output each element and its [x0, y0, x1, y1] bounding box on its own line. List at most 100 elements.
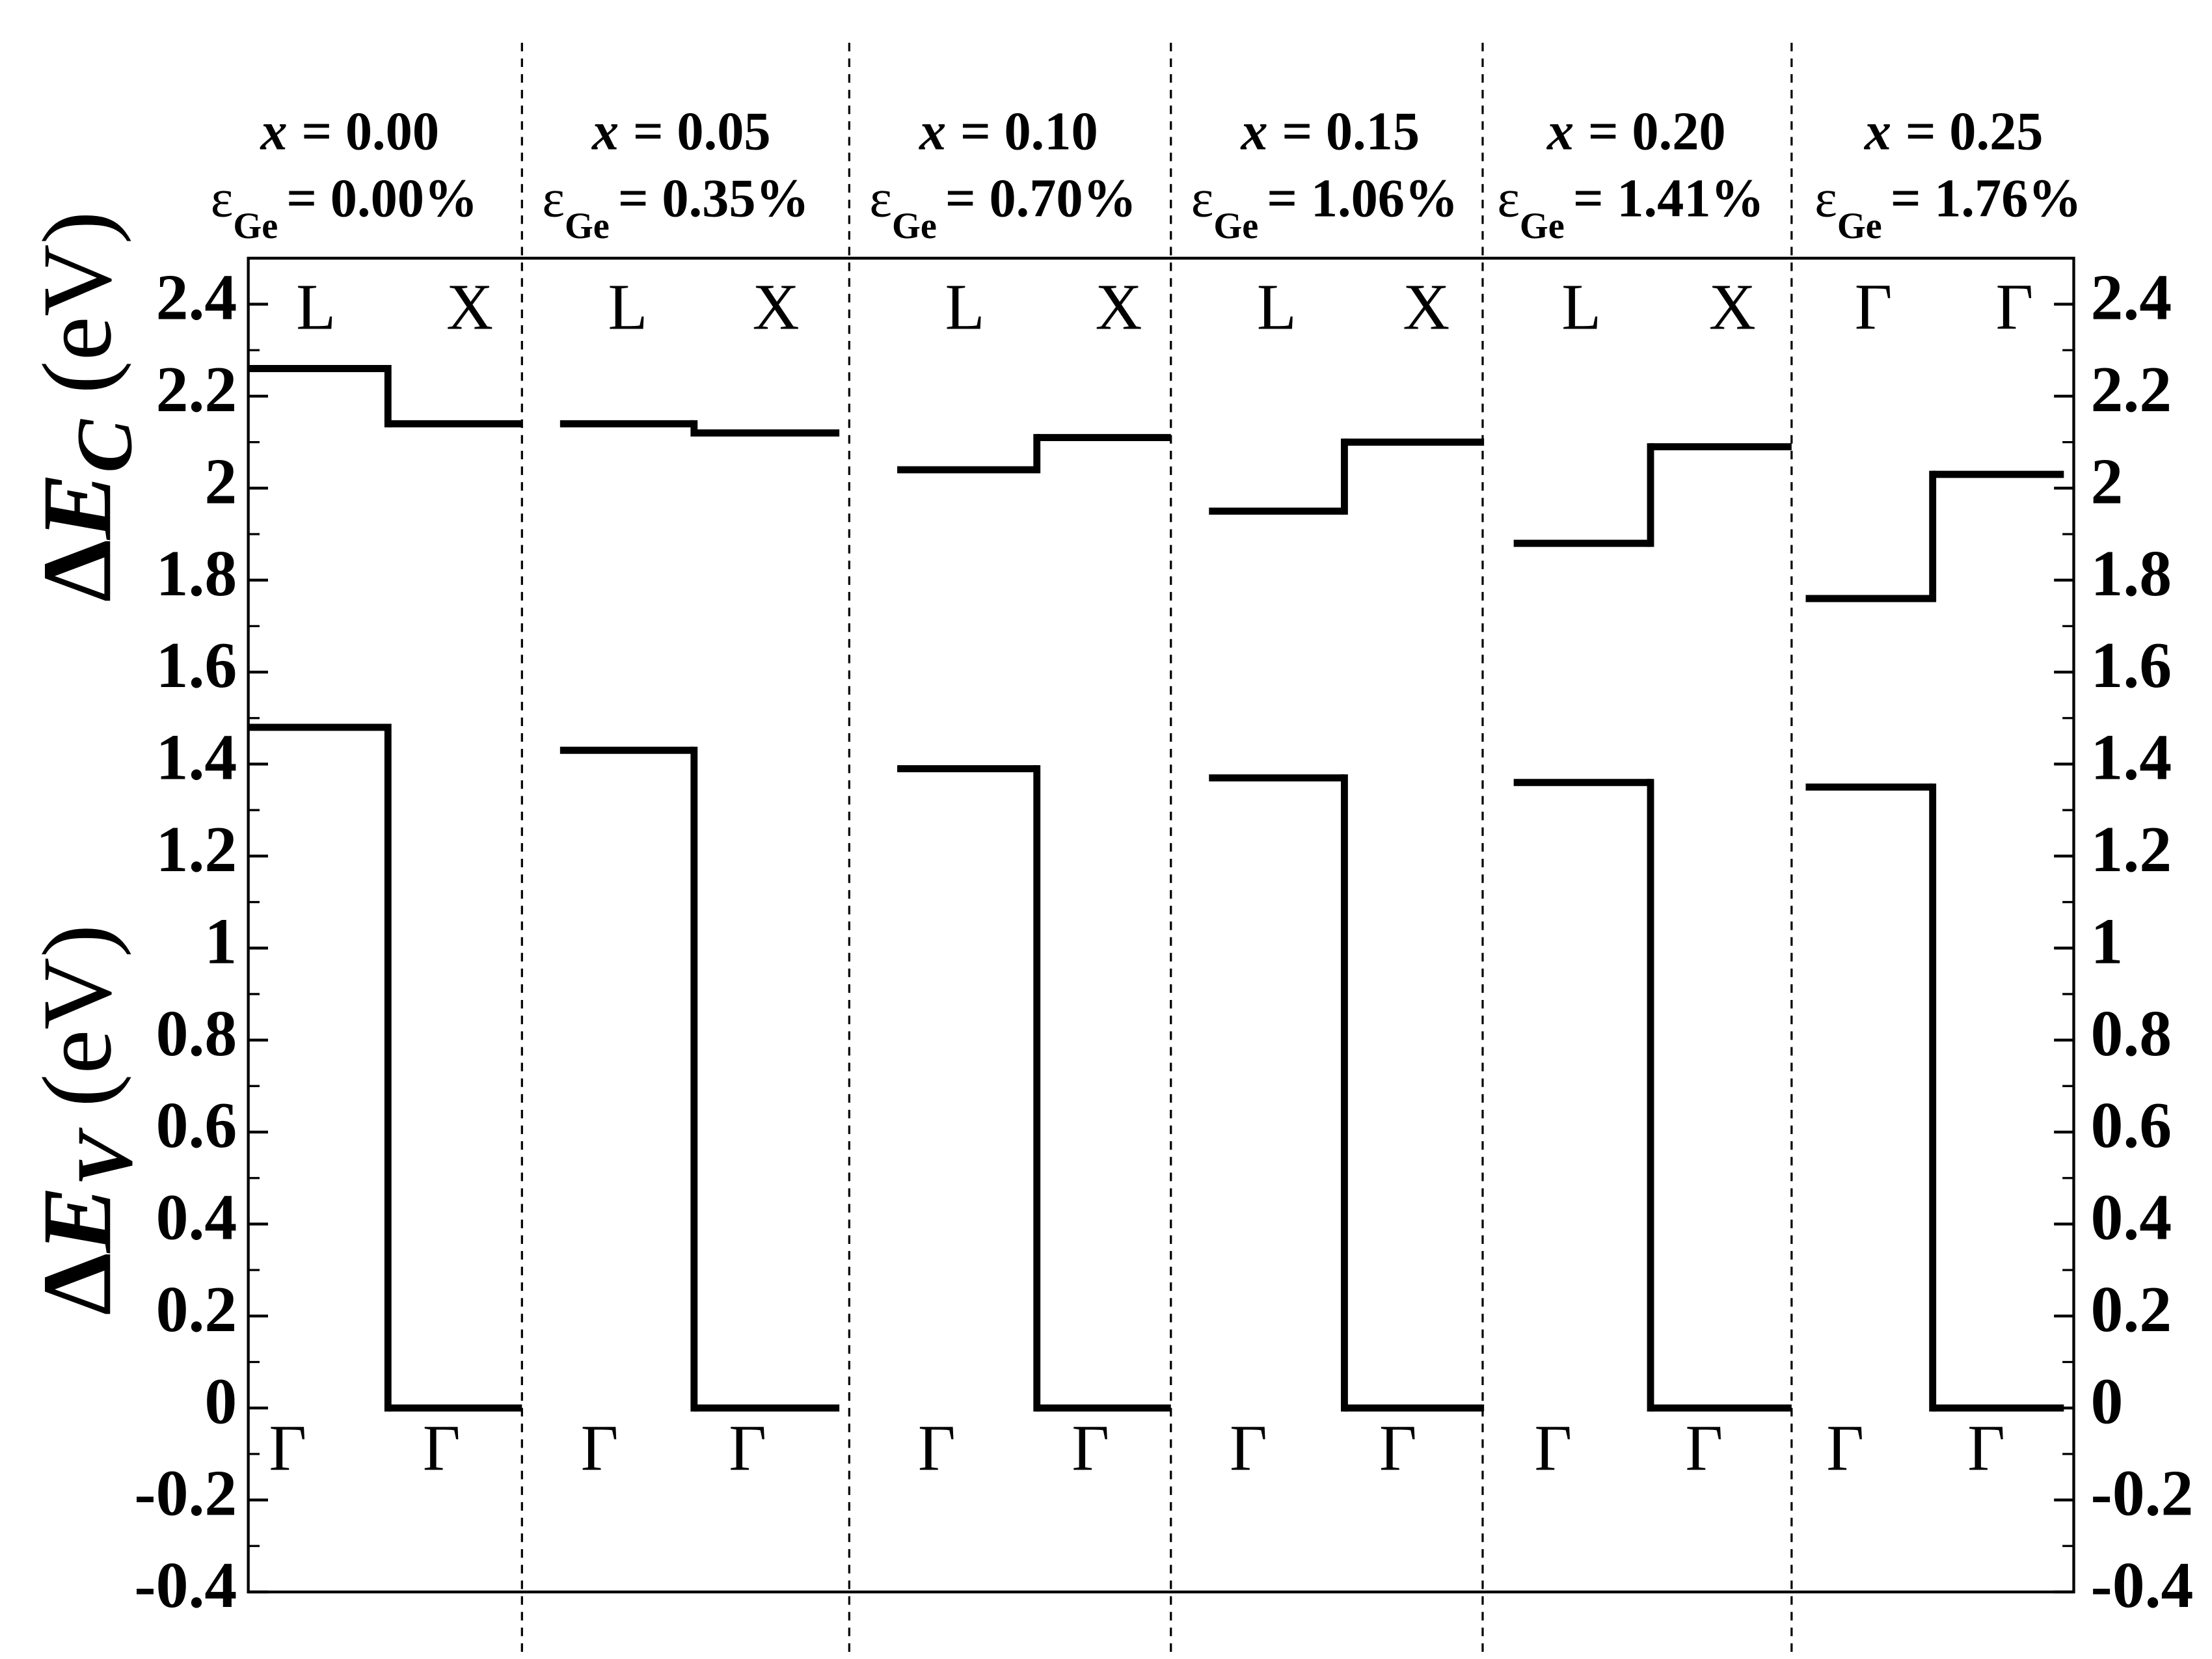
- y2-tick-label: 2: [2091, 445, 2124, 518]
- panel-title: x = 0.00: [259, 101, 439, 161]
- y-tick-label: 0.4: [156, 1181, 237, 1254]
- strain-symbol: ε: [1191, 168, 1214, 228]
- y-label-delta: Δ: [23, 539, 132, 602]
- valence-label: Γ: [918, 1412, 956, 1485]
- panel-variable: x: [259, 101, 287, 161]
- y2-tick-label: 0: [2091, 1365, 2124, 1438]
- valence-label: Γ: [581, 1412, 619, 1485]
- strain-subscript: Ge: [1213, 206, 1258, 247]
- panel-value: = 0.05: [633, 101, 771, 161]
- strain-value: = 1.06%: [1267, 168, 1458, 228]
- strain-subscript: Ge: [892, 206, 937, 247]
- panel-title: x = 0.25: [1863, 101, 2043, 161]
- plot-frame: [247, 256, 2075, 1594]
- y-tick-label: 2: [204, 445, 237, 518]
- strain-subscript: Ge: [565, 206, 610, 247]
- strain-subscript: Ge: [233, 206, 278, 247]
- y2-tick-label: 1.6: [2091, 629, 2172, 702]
- conduction-label: X: [1095, 271, 1142, 344]
- y2-tick-label: 1.8: [2091, 537, 2172, 610]
- panel-value: = 0.00: [301, 101, 439, 161]
- strain-symbol: ε: [542, 168, 565, 228]
- panel-title: x = 0.10: [918, 101, 1098, 161]
- panel-title: x = 0.05: [591, 101, 771, 161]
- conduction-label: L: [296, 271, 336, 344]
- y-axis-label: ΔEV (eV): [23, 924, 148, 1315]
- valence-label: Γ: [1967, 1412, 2005, 1485]
- strain-value: = 1.41%: [1573, 168, 1764, 228]
- strain-subscript: Ge: [1520, 206, 1565, 247]
- conduction-label: L: [1561, 271, 1601, 344]
- panel-value: = 0.20: [1588, 101, 1726, 161]
- strain-symbol: ε: [211, 168, 234, 228]
- y2-tick-label: 1.2: [2091, 813, 2172, 886]
- conduction-label: X: [753, 271, 800, 344]
- y-tick-label: 1.2: [156, 813, 237, 886]
- panel-title: x = 0.20: [1546, 101, 1726, 161]
- y-label-symbol: E: [23, 473, 132, 541]
- conduction-label: X: [1403, 271, 1450, 344]
- panel-value: = 0.25: [1906, 101, 2043, 161]
- conduction-label: Γ: [1855, 271, 1893, 344]
- valence-label: Γ: [269, 1412, 307, 1485]
- strain-symbol: ε: [1814, 168, 1837, 228]
- y2-tick-label: -0.4: [2091, 1549, 2194, 1622]
- valence-label: Γ: [1826, 1412, 1864, 1485]
- y2-tick-label: 0.8: [2091, 997, 2172, 1070]
- y2-tick-label: 2.4: [2091, 261, 2172, 334]
- panel-strain: εGe = 1.41%: [1497, 168, 1764, 247]
- valence-label: Γ: [729, 1412, 766, 1485]
- y-tick-label: -0.4: [134, 1549, 237, 1622]
- conduction-label: X: [446, 271, 493, 344]
- panel-strain: εGe = 0.35%: [542, 168, 809, 247]
- y-axis-label: ΔEC (eV): [23, 211, 148, 602]
- y-tick-label: 0.6: [156, 1089, 237, 1162]
- panel-strain: εGe = 0.00%: [211, 168, 478, 247]
- valence-label: Γ: [1072, 1412, 1109, 1485]
- strain-symbol: ε: [869, 168, 892, 228]
- strain-value: = 1.76%: [1891, 168, 2082, 228]
- y2-tick-label: 2.2: [2091, 353, 2172, 426]
- conduction-label: Γ: [1996, 271, 2034, 344]
- panel-strain: εGe = 1.76%: [1814, 168, 2082, 247]
- panel-value: = 0.15: [1282, 101, 1420, 161]
- panel-strain: εGe = 1.06%: [1191, 168, 1459, 247]
- y2-tick-label: 0.4: [2091, 1181, 2172, 1254]
- y-label-unit: (eV): [23, 924, 132, 1107]
- conduction-label: L: [1257, 271, 1297, 344]
- y2-tick-label: 1: [2091, 905, 2124, 978]
- y-label-subscript: C: [61, 418, 148, 472]
- conduction-label: L: [608, 271, 647, 344]
- y-tick-label: 2.2: [156, 353, 237, 426]
- conduction-label: L: [945, 271, 985, 344]
- y-tick-label: 1.4: [156, 721, 237, 794]
- y-tick-label: 2.4: [156, 261, 237, 334]
- valence-label: Γ: [1535, 1412, 1572, 1485]
- y2-tick-label: 0.2: [2091, 1273, 2172, 1345]
- y-tick-label: 0.8: [156, 997, 237, 1070]
- strain-symbol: ε: [1497, 168, 1520, 228]
- y2-tick-label: 0.6: [2091, 1089, 2172, 1162]
- panel-value: = 0.10: [960, 101, 1098, 161]
- valence-label: Γ: [1230, 1412, 1267, 1485]
- panel-title: x = 0.15: [1239, 101, 1420, 161]
- y-tick-label: 1: [204, 905, 237, 978]
- strain-subscript: Ge: [1837, 206, 1882, 247]
- conduction-label: X: [1709, 271, 1756, 344]
- strain-value: = 0.35%: [618, 168, 809, 228]
- panel-variable: x: [1546, 101, 1574, 161]
- y-tick-label: 1.8: [156, 537, 237, 610]
- y-label-delta: Δ: [23, 1253, 132, 1315]
- y-label-symbol: E: [23, 1186, 132, 1254]
- valence-label: Γ: [1379, 1412, 1417, 1485]
- panel-variable: x: [1863, 101, 1891, 161]
- y-label-subscript: V: [61, 1127, 148, 1186]
- panel-variable: x: [591, 101, 619, 161]
- y-tick-label: 1.6: [156, 629, 237, 702]
- y-tick-label: -0.2: [134, 1457, 237, 1530]
- valence-label: Γ: [423, 1412, 461, 1485]
- panel-variable: x: [1239, 101, 1267, 161]
- y2-tick-label: 1.4: [2091, 721, 2172, 794]
- valence-label: Γ: [1686, 1412, 1723, 1485]
